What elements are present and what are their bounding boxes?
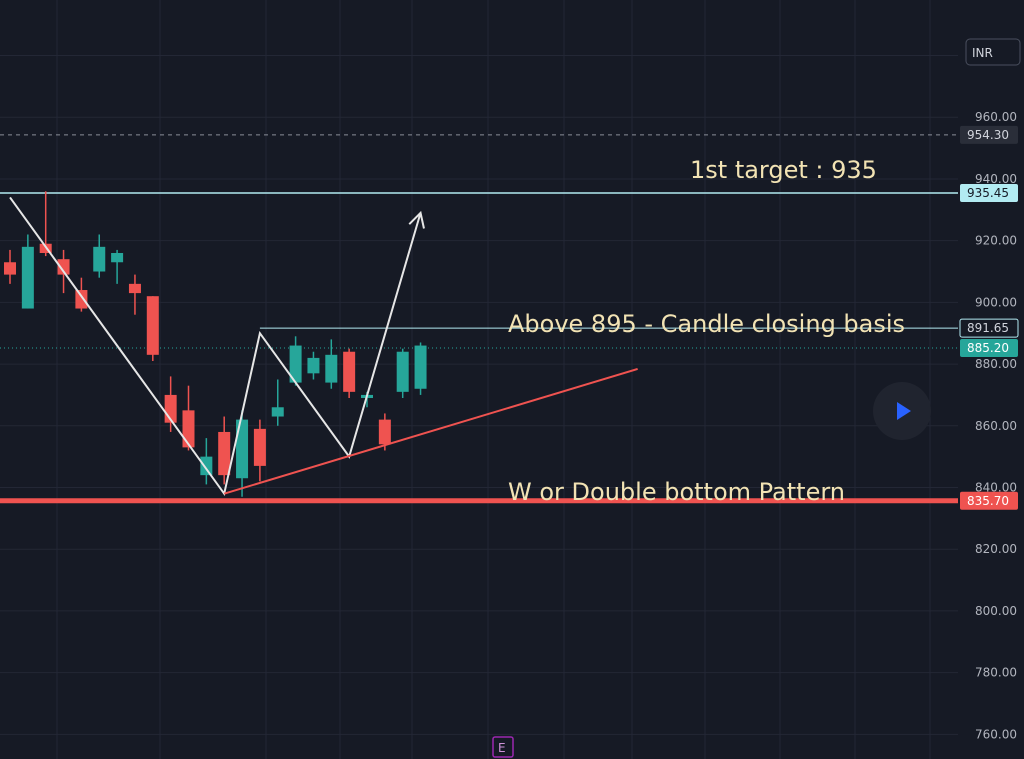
y-tick-label: 780.00 (975, 666, 1017, 680)
candle (21, 234, 34, 309)
price-tag-label: 935.45 (967, 186, 1009, 200)
candle-body (4, 262, 16, 275)
currency-badge[interactable]: INR (965, 38, 1021, 66)
y-tick-label: 940.00 (975, 172, 1017, 186)
price-tag-last: 885.20 (960, 339, 1018, 358)
y-tick-label: 880.00 (975, 357, 1017, 371)
candle (128, 274, 141, 315)
candle (182, 385, 195, 451)
candle (93, 234, 106, 278)
candle-body (21, 246, 34, 309)
candle-body (414, 345, 427, 389)
y-tick-label: 900.00 (975, 295, 1017, 309)
grid-layer (0, 0, 958, 759)
candle (111, 249, 124, 284)
price-tag-support: 835.70 (960, 491, 1018, 510)
rising-trendline (223, 367, 638, 495)
candle (414, 342, 427, 395)
price-tag-label: 885.20 (967, 341, 1009, 355)
candle (396, 348, 409, 399)
candle-body (146, 296, 159, 355)
w-pattern-line (9, 196, 422, 497)
breakout-arrowhead (408, 210, 425, 229)
price-tag-layer: 954.30 935.45 891.65 885.20 835.70 (959, 125, 1019, 510)
level-layer (0, 134, 958, 504)
candle-body (325, 354, 338, 383)
y-tick-label: 860.00 (975, 419, 1017, 433)
candle (325, 339, 338, 389)
y-tick-label: 960.00 (975, 110, 1017, 124)
candle (289, 336, 302, 386)
candle-body (396, 351, 409, 392)
candle-body (253, 428, 266, 466)
price-tag-label: 954.30 (967, 128, 1009, 142)
candle (343, 348, 356, 399)
price-tag-breakout: 891.65 (959, 318, 1019, 338)
candle (200, 438, 213, 485)
price-tag-dashed: 954.30 (960, 125, 1018, 144)
candle-body (271, 407, 284, 417)
candle-body (128, 283, 141, 294)
candle (146, 296, 159, 361)
candle-body (200, 456, 213, 476)
candle-body (307, 357, 320, 374)
currency-badge-label: INR (972, 46, 993, 60)
price-tag-resistance: 935.45 (960, 183, 1018, 202)
candle (218, 416, 231, 485)
candle (253, 419, 266, 482)
candle-body (218, 431, 231, 476)
candle (4, 249, 16, 284)
event-marker-label: E (498, 741, 506, 755)
y-tick-label: 840.00 (975, 480, 1017, 494)
price-tag-label: 835.70 (967, 494, 1009, 508)
candle (164, 376, 177, 432)
price-tag-label: 891.65 (967, 321, 1009, 335)
candle-body (236, 419, 249, 479)
event-marker[interactable]: E (492, 736, 514, 758)
pattern-annotation: W or Double bottom Pattern (508, 478, 845, 506)
price-axis: 760.00 780.00 800.00 820.00 840.00 860.00 880.… (975, 49, 1017, 742)
play-icon (897, 402, 911, 420)
candle-body (93, 246, 106, 272)
candle-body (343, 351, 356, 392)
candle-layer (4, 191, 427, 497)
y-tick-label: 800.00 (975, 604, 1017, 618)
candle-body (378, 419, 391, 445)
breakout-annotation: Above 895 - Candle closing basis (508, 310, 905, 338)
y-tick-label: 760.00 (975, 727, 1017, 741)
candle-body (57, 259, 70, 275)
pattern-layer (9, 196, 638, 497)
candle-body (289, 345, 302, 383)
y-tick-label: 820.00 (975, 542, 1017, 556)
y-tick-label: 920.00 (975, 234, 1017, 248)
annotation-layer: 1st target : 935 Above 895 - Candle clos… (508, 156, 905, 506)
candle-body (182, 410, 195, 448)
candle (271, 379, 284, 426)
play-button[interactable] (873, 382, 931, 440)
candle-body (75, 290, 88, 309)
candle (236, 410, 249, 497)
target-annotation: 1st target : 935 (690, 156, 877, 184)
candle-body (111, 253, 124, 263)
candle (307, 351, 320, 380)
